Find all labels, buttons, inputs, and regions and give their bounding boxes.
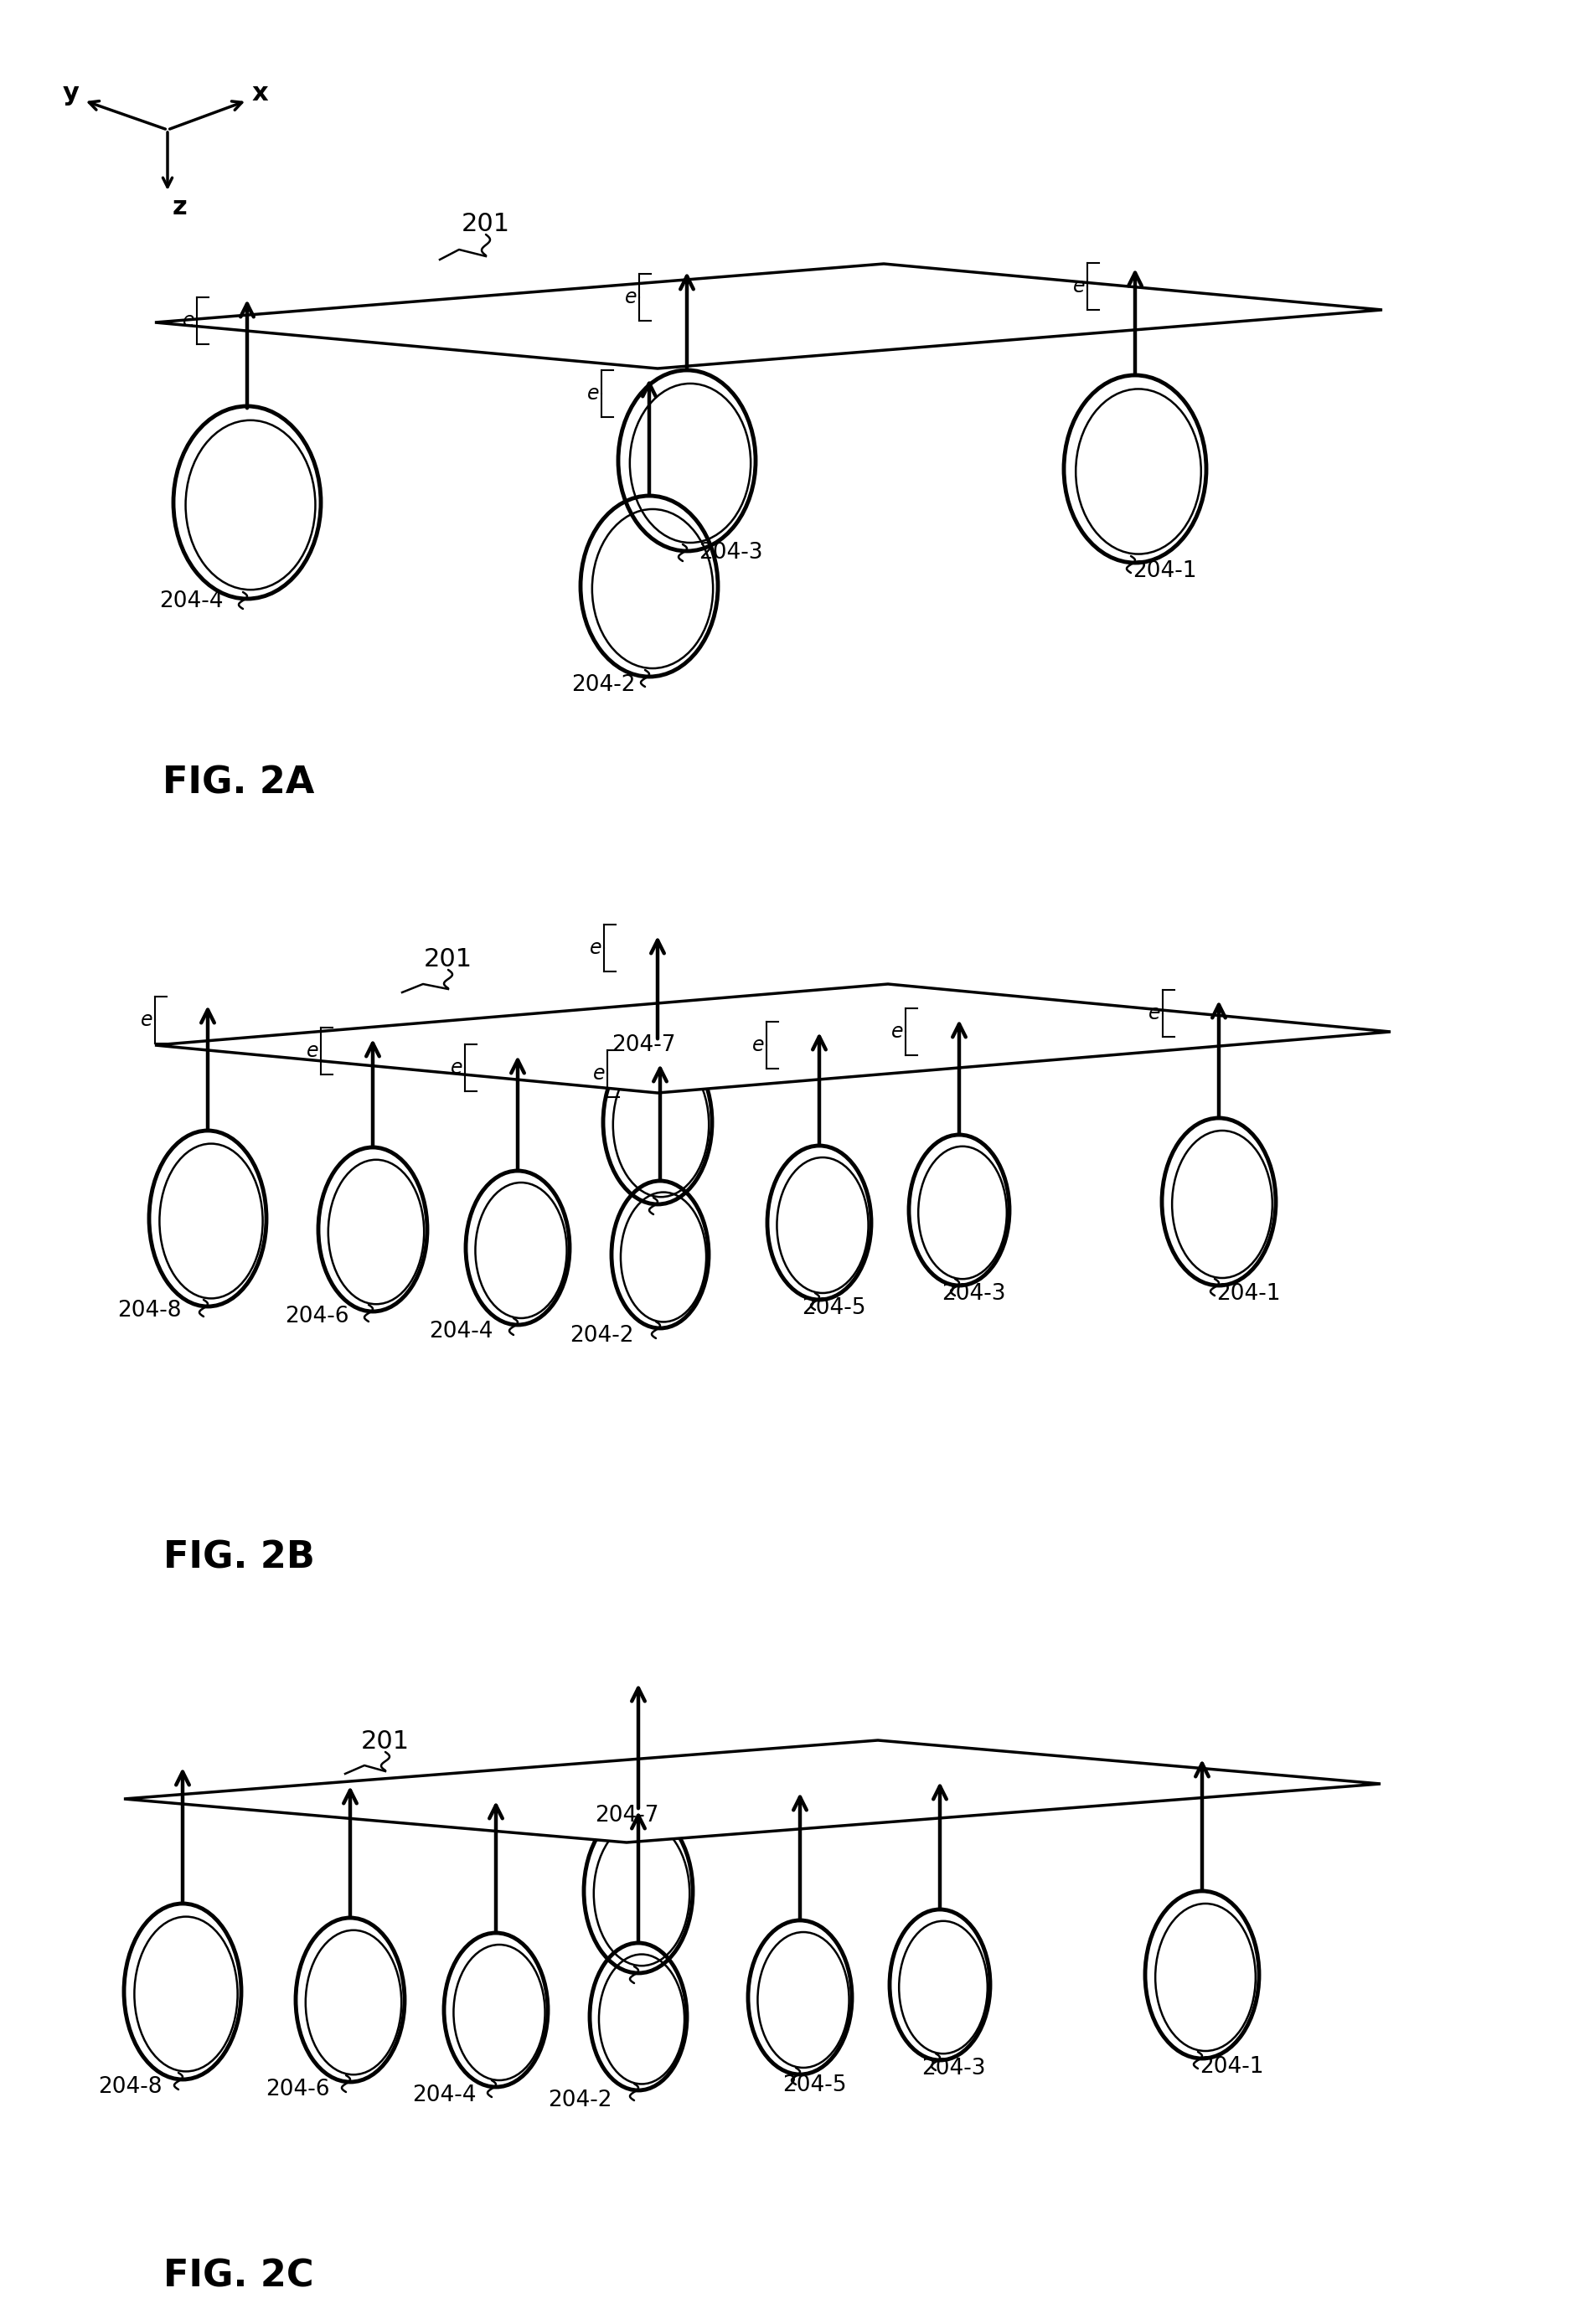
Polygon shape	[155, 983, 1390, 1092]
Text: 204-7: 204-7	[595, 1806, 659, 1827]
Text: z: z	[173, 195, 187, 221]
Text: FIG. 2A: FIG. 2A	[163, 765, 314, 802]
Text: 204-2: 204-2	[571, 674, 635, 695]
Text: e: e	[587, 383, 599, 404]
Text: e: e	[624, 288, 637, 307]
Text: 201: 201	[461, 211, 510, 235]
Text: e: e	[588, 939, 601, 957]
Text: 204-1: 204-1	[1131, 560, 1196, 581]
Text: e: e	[593, 1064, 604, 1083]
Text: 204-8: 204-8	[97, 2075, 162, 2099]
Text: 204-2: 204-2	[570, 1325, 634, 1346]
Text: 204-1: 204-1	[1216, 1283, 1280, 1304]
Polygon shape	[155, 265, 1381, 370]
Text: e: e	[450, 1057, 463, 1078]
Polygon shape	[124, 1741, 1379, 1843]
Text: 204-4: 204-4	[158, 590, 223, 611]
Text: 204-8: 204-8	[118, 1299, 180, 1322]
Text: 204-2: 204-2	[548, 2089, 612, 2110]
Text: FIG. 2C: FIG. 2C	[163, 2259, 314, 2294]
Text: e: e	[891, 1023, 902, 1041]
Text: 204-1: 204-1	[1199, 2057, 1263, 2078]
Text: e: e	[1147, 1004, 1159, 1023]
Text: FIG. 2B: FIG. 2B	[163, 1541, 314, 1576]
Text: 204-7: 204-7	[610, 1034, 675, 1055]
Text: 204-3: 204-3	[941, 1283, 1004, 1304]
Text: 201: 201	[424, 946, 472, 971]
Text: e: e	[1072, 277, 1084, 297]
Text: e: e	[306, 1041, 319, 1062]
Text: 204-4: 204-4	[411, 2085, 475, 2106]
Text: x: x	[251, 81, 268, 107]
Text: 201: 201	[361, 1729, 410, 1755]
Text: 204-3: 204-3	[921, 2057, 985, 2080]
Text: 204-6: 204-6	[265, 2078, 329, 2101]
Text: e: e	[140, 1011, 152, 1030]
Text: 204-5: 204-5	[802, 1297, 865, 1320]
Text: e: e	[752, 1034, 764, 1055]
Text: 204-3: 204-3	[698, 541, 763, 565]
Text: 204-5: 204-5	[781, 2075, 846, 2096]
Text: e: e	[182, 311, 195, 330]
Text: 204-6: 204-6	[284, 1306, 348, 1327]
Text: 204-4: 204-4	[428, 1320, 493, 1343]
Text: y: y	[63, 81, 80, 107]
